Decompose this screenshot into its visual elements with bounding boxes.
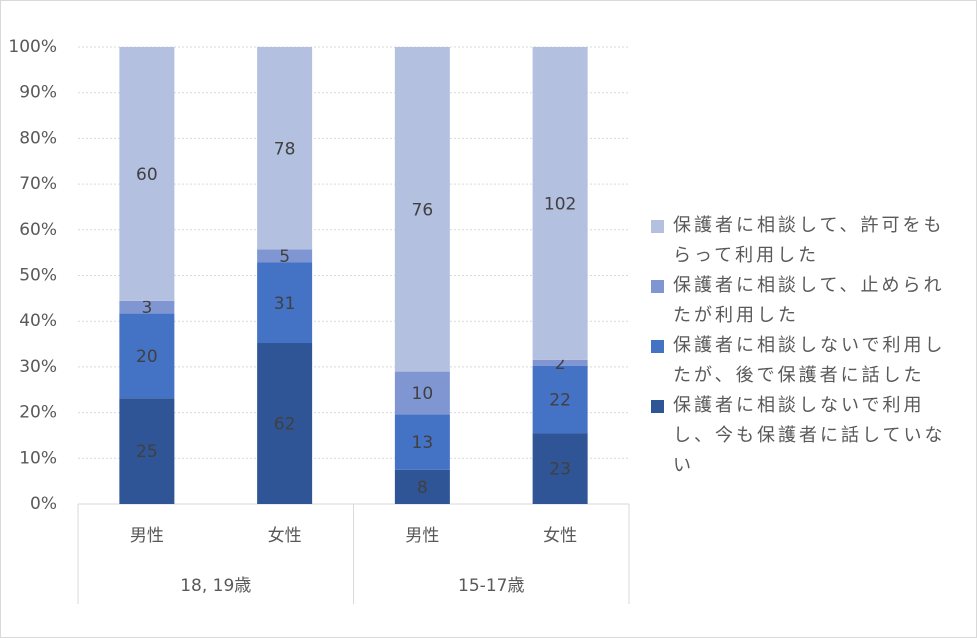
data-label: 23	[549, 460, 571, 480]
data-label: 76	[412, 200, 434, 220]
y-tick-label: 10%	[19, 448, 57, 468]
data-label: 3	[141, 298, 152, 318]
y-tick-label: 80%	[19, 128, 57, 148]
legend-entry: 保護者に相談して、許可をもらって利用した	[651, 211, 956, 271]
legend-entry: 保護者に相談して、止められたが利用した	[651, 271, 956, 331]
bar-segment	[532, 365, 588, 434]
bar-segment	[394, 371, 450, 415]
bar-segment	[257, 262, 313, 344]
legend-label: 保護者に相談して、許可をもらって利用した	[673, 215, 945, 266]
legend-label: 保護者に相談して、止められたが利用した	[673, 275, 945, 326]
bar-segment	[119, 47, 175, 301]
data-label: 78	[274, 139, 296, 159]
x-tick-label: 女性	[268, 526, 302, 546]
legend-swatch	[651, 220, 664, 233]
bar-segment	[257, 249, 313, 263]
data-label: 2	[555, 354, 566, 374]
data-label: 10	[412, 384, 434, 404]
data-label: 60	[136, 165, 158, 185]
data-label: 22	[549, 391, 571, 411]
y-tick-label: 90%	[19, 83, 57, 103]
bar-segment	[532, 433, 588, 504]
group-label: 18, 19歳	[180, 576, 251, 596]
data-label: 8	[417, 478, 428, 498]
bar-segment	[394, 47, 450, 372]
x-tick-label: 男性	[405, 526, 439, 546]
legend-entry: 保護者に相談しないで利用したが、後で保護者に話した	[651, 331, 956, 391]
legend-entry: 保護者に相談しないで利用し、今も保護者に話していない	[651, 391, 956, 476]
legend: 保護者に相談して、許可をもらって利用した 保護者に相談して、止められたが利用した保…	[651, 211, 956, 476]
data-label: 13	[412, 433, 434, 453]
data-label: 31	[274, 294, 296, 314]
legend-swatch	[651, 340, 664, 353]
data-label: 25	[136, 442, 158, 462]
y-tick-label: 70%	[19, 174, 57, 194]
bar-segment	[119, 300, 175, 314]
y-tick-label: 50%	[19, 266, 57, 286]
bar-segment	[532, 359, 588, 366]
bar-segment	[394, 469, 450, 504]
bar-segment	[119, 313, 175, 399]
legend-swatch	[651, 400, 664, 413]
legend-swatch	[651, 280, 664, 293]
y-tick-label: 40%	[19, 311, 57, 331]
x-tick-label: 男性	[130, 526, 164, 546]
data-label: 20	[136, 347, 158, 367]
legend-label: 保護者に相談しないで利用したが、後で保護者に話した	[673, 335, 946, 386]
bar-segment	[257, 47, 313, 250]
bar-segment	[532, 47, 588, 360]
group-label: 15-17歳	[458, 576, 524, 596]
x-tick-label: 女性	[543, 526, 577, 546]
y-tick-label: 30%	[19, 357, 57, 377]
bar-segment	[257, 343, 313, 504]
y-tick-label: 100%	[8, 37, 57, 57]
data-label: 5	[279, 247, 290, 267]
y-tick-label: 20%	[19, 403, 57, 423]
bar-segment	[119, 398, 175, 504]
legend-label: 保護者に相談しないで利用し、今も保護者に話していない	[673, 395, 946, 476]
y-tick-label: 0%	[30, 494, 57, 514]
data-label: 62	[274, 415, 296, 435]
data-label: 102	[544, 194, 576, 214]
bar-segment	[394, 414, 450, 470]
y-tick-label: 60%	[19, 220, 57, 240]
